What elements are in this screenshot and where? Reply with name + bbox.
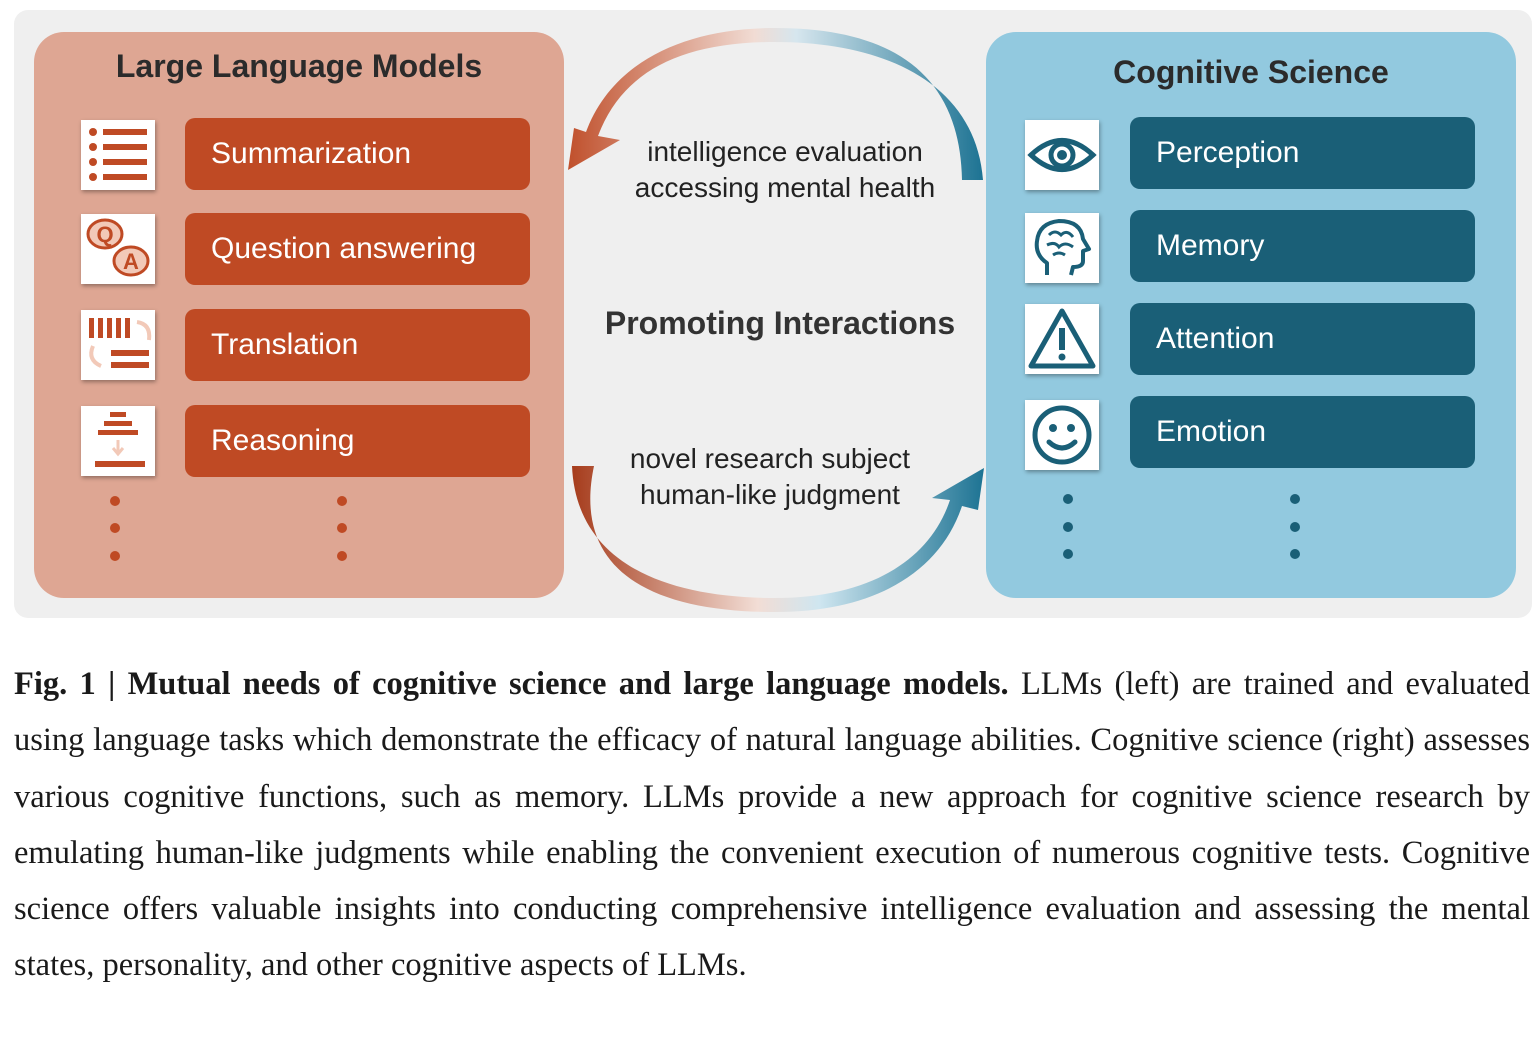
llm-panel-title: Large Language Models: [115, 48, 483, 84]
ellipsis-dot: [337, 551, 347, 561]
task-summarization: Summarization: [185, 118, 530, 190]
ellipsis-dot: [337, 496, 347, 506]
task-reasoning: Reasoning: [185, 405, 530, 477]
brain-icon: [1025, 213, 1099, 283]
ellipsis-dot: [110, 551, 120, 561]
list-icon: [81, 120, 155, 190]
ellipsis-dot: [1290, 494, 1300, 504]
promoting-interactions-label: Promoting Interactions: [604, 305, 956, 341]
ellipsis-dot: [110, 523, 120, 533]
task-question-answering: Question answering: [185, 213, 530, 285]
top-arrow-label: intelligence evaluation accessing mental…: [580, 134, 990, 206]
task-perception: Perception: [1130, 117, 1475, 189]
task-attention: Attention: [1130, 303, 1475, 375]
svg-text:Q: Q: [96, 222, 113, 247]
bottom-arrow-label: novel research subject human-like judgme…: [565, 441, 975, 513]
qa-icon: Q A: [81, 214, 155, 284]
translation-icon: [81, 310, 155, 380]
smiley-icon: [1025, 400, 1099, 470]
task-emotion: Emotion: [1130, 396, 1475, 468]
warning-icon: [1025, 304, 1099, 374]
top-label-line: intelligence evaluation: [647, 136, 923, 167]
ellipsis-dot: [1063, 494, 1073, 504]
ellipsis-dot: [337, 523, 347, 533]
reasoning-icon: [81, 406, 155, 476]
ellipsis-dot: [1063, 549, 1073, 559]
ellipsis-dot: [1290, 549, 1300, 559]
caption-lead: Fig. 1 | Mutual needs of cognitive scien…: [14, 666, 1009, 702]
ellipsis-dot: [110, 496, 120, 506]
figure-caption: Fig. 1 | Mutual needs of cognitive scien…: [14, 656, 1530, 994]
svg-text:A: A: [123, 249, 139, 274]
caption-body: LLMs (left) are trained and evaluated us…: [14, 666, 1530, 984]
top-label-line: accessing mental health: [634, 172, 936, 203]
ellipsis-dot: [1290, 522, 1300, 532]
bottom-label-line: novel research subject: [629, 443, 911, 474]
ellipsis-dot: [1063, 522, 1073, 532]
task-translation: Translation: [185, 309, 530, 381]
eye-icon: [1025, 120, 1099, 190]
task-memory: Memory: [1130, 210, 1475, 282]
cs-panel-title: Cognitive Science: [1113, 54, 1389, 90]
bottom-label-line: human-like judgment: [640, 479, 900, 510]
